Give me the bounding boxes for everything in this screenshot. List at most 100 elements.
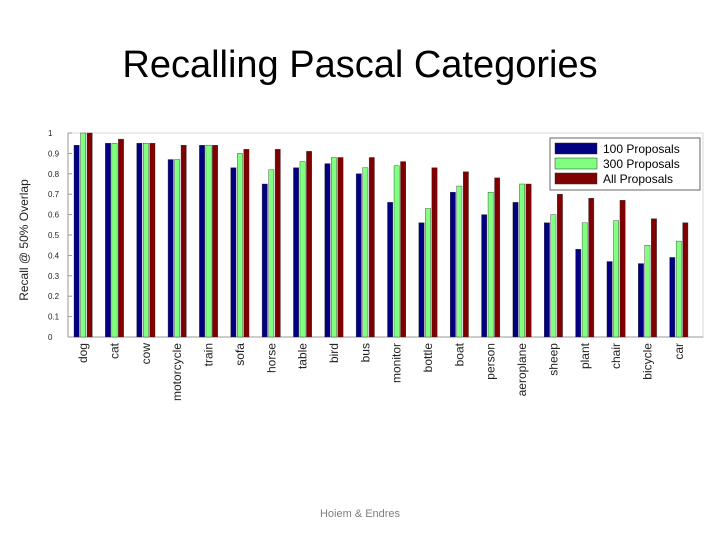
x-tick-label-train: train <box>202 343 216 366</box>
y-tick-label: 0.7 <box>48 190 60 199</box>
y-tick-label: 0.9 <box>48 149 60 158</box>
bar-bottle-series-1 <box>418 222 425 338</box>
y-tick-label: 0.2 <box>48 292 60 301</box>
bar-dog-series-2 <box>80 132 87 338</box>
x-tick-label-aeroplane: aeroplane <box>515 343 529 397</box>
bar-person-series-1 <box>481 214 488 338</box>
bar-train-series-1 <box>199 145 205 338</box>
x-tick-label-person: person <box>484 343 498 380</box>
bar-bicycle-series-2 <box>644 244 651 338</box>
y-tick-label: 0 <box>48 333 53 342</box>
y-tick-label: 0.6 <box>48 211 60 220</box>
bar-plant-series-1 <box>575 249 582 338</box>
bar-aeroplane-series-1 <box>512 202 519 338</box>
bar-aeroplane-series-3 <box>525 183 532 338</box>
bar-table-series-2 <box>299 161 306 338</box>
bar-bus-series-3 <box>368 157 375 338</box>
x-tick-label-sofa: sofa <box>233 343 247 366</box>
bar-cow-series-1 <box>136 142 143 338</box>
bar-monitor-series-1 <box>387 202 394 338</box>
legend-swatch-1 <box>554 142 598 155</box>
bar-bird-series-1 <box>324 163 331 338</box>
x-tick-label-dog: dog <box>76 343 90 363</box>
x-tick-label-bus: bus <box>358 343 372 362</box>
bar-boat-series-3 <box>463 171 469 338</box>
bar-plant-series-2 <box>581 222 588 338</box>
bar-car-series-2 <box>675 240 682 338</box>
bar-sofa-series-3 <box>243 149 250 338</box>
legend-swatch-2 <box>554 157 598 170</box>
bar-dog-series-1 <box>73 145 80 338</box>
bar-sheep-series-1 <box>544 222 550 338</box>
y-tick-label: 0.3 <box>48 272 60 281</box>
bar-bird-series-2 <box>331 157 337 338</box>
bar-plant-series-3 <box>588 198 595 338</box>
bar-motorcycle-series-1 <box>167 159 174 338</box>
legend-label-3: All Proposals <box>603 172 673 186</box>
slide-footer: Hoiem & Endres <box>319 508 401 520</box>
bar-horse-series-2 <box>268 169 275 338</box>
x-tick-label-bicycle: bicycle <box>640 343 654 380</box>
bar-bicycle-series-1 <box>638 263 644 338</box>
bar-cat-series-2 <box>111 142 118 338</box>
bar-dog-series-3 <box>86 132 93 338</box>
bar-bottle-series-2 <box>425 208 431 338</box>
bar-chair-series-2 <box>613 220 619 338</box>
bar-sheep-series-2 <box>550 214 557 338</box>
x-tick-label-motorcycle: motorcycle <box>170 343 184 401</box>
x-tick-label-horse: horse <box>264 343 278 373</box>
y-axis-title: Recall @ 50% Overlap <box>17 179 31 301</box>
bar-cow-series-3 <box>149 142 156 338</box>
x-tick-label-cow: cow <box>139 343 153 365</box>
y-tick-label: 0.1 <box>48 313 60 322</box>
bar-horse-series-3 <box>274 149 281 338</box>
bar-person-series-3 <box>494 177 501 338</box>
legend-label-2: 300 Proposals <box>603 157 680 171</box>
x-tick-label-plant: plant <box>578 342 592 369</box>
slide-title: Recalling Pascal Categories <box>122 44 598 86</box>
x-tick-label-bottle: bottle <box>421 343 435 373</box>
y-tick-label: 0.5 <box>48 231 60 240</box>
bar-sofa-series-1 <box>230 167 237 338</box>
y-tick-label: 1 <box>48 129 53 138</box>
bar-boat-series-1 <box>450 191 456 338</box>
bar-chair-series-3 <box>619 200 626 338</box>
bar-cat-series-3 <box>118 138 124 338</box>
bar-table-series-1 <box>293 167 299 338</box>
bar-bird-series-3 <box>337 157 344 338</box>
x-tick-label-monitor: monitor <box>390 343 404 383</box>
bar-chair-series-1 <box>606 261 613 338</box>
x-tick-label-chair: chair <box>609 343 623 369</box>
bar-sheep-series-3 <box>557 193 563 338</box>
bar-bus-series-2 <box>362 167 369 338</box>
legend-label-1: 100 Proposals <box>603 142 680 156</box>
bar-bicycle-series-3 <box>651 218 657 338</box>
bar-train-series-3 <box>212 145 218 338</box>
bar-bus-series-1 <box>355 173 362 338</box>
y-tick-label: 0.8 <box>48 170 60 179</box>
x-tick-label-car: car <box>672 343 686 360</box>
bar-car-series-1 <box>669 257 676 338</box>
x-tick-label-table: table <box>296 343 310 369</box>
bar-sofa-series-2 <box>237 153 243 338</box>
bar-train-series-2 <box>205 145 212 338</box>
x-tick-label-bird: bird <box>327 343 341 363</box>
y-tick-label: 0.4 <box>48 251 60 260</box>
bar-cow-series-2 <box>142 142 149 338</box>
bar-cat-series-1 <box>105 142 111 338</box>
legend-swatch-3 <box>554 172 598 185</box>
x-tick-label-sheep: sheep <box>546 343 560 376</box>
bar-bottle-series-3 <box>431 167 438 338</box>
bar-motorcycle-series-3 <box>180 145 187 338</box>
bar-monitor-series-3 <box>400 161 407 338</box>
bar-aeroplane-series-2 <box>519 183 525 338</box>
bar-person-series-2 <box>487 191 494 338</box>
bar-horse-series-1 <box>261 183 268 338</box>
bar-boat-series-2 <box>456 185 463 338</box>
x-tick-label-boat: boat <box>452 342 466 366</box>
bar-motorcycle-series-2 <box>174 159 181 338</box>
bar-table-series-3 <box>306 151 312 338</box>
bar-monitor-series-2 <box>393 165 400 338</box>
x-tick-label-cat: cat <box>108 342 122 359</box>
